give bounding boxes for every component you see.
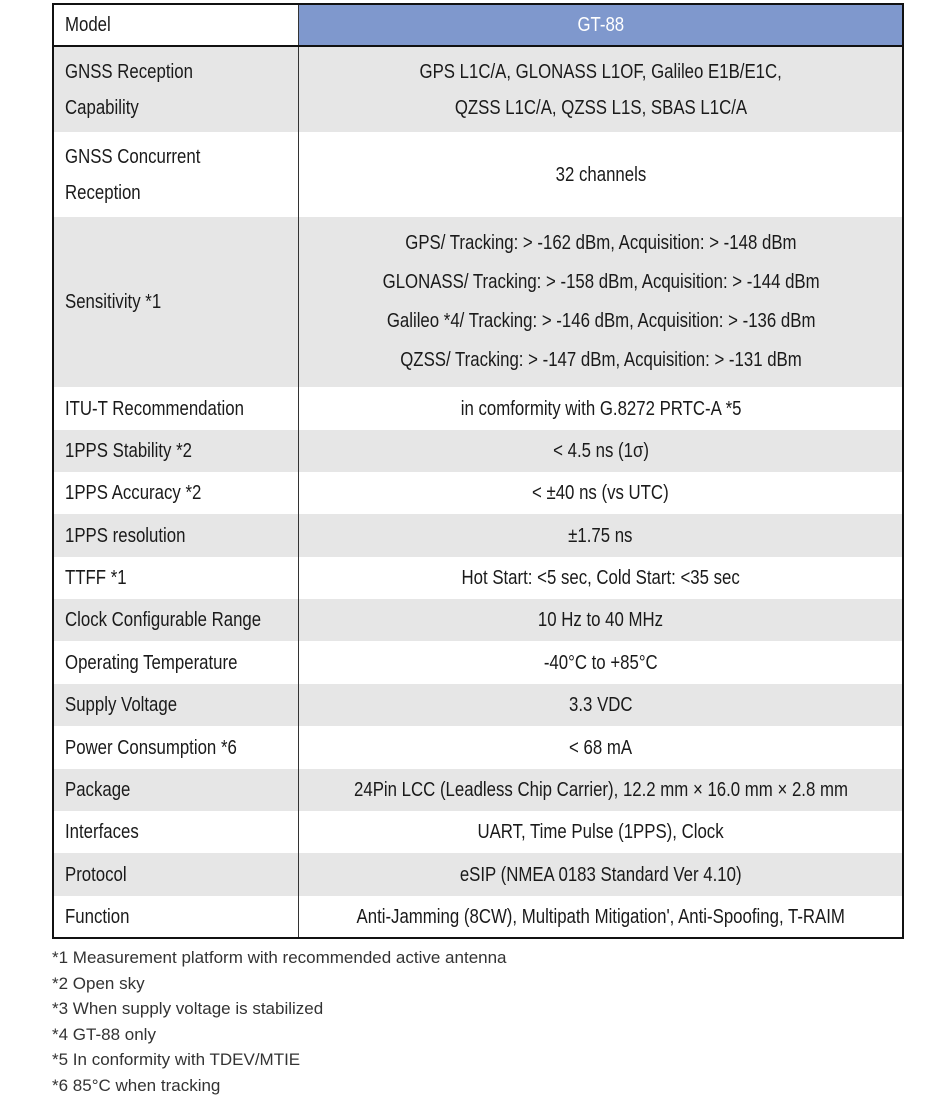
row-label: Package bbox=[53, 769, 300, 811]
footnotes: *1 Measurement platform with recommended… bbox=[52, 945, 507, 1099]
footnote: *2 Open sky bbox=[52, 973, 145, 993]
row-label: Function bbox=[53, 896, 300, 938]
header-label: Model bbox=[53, 4, 300, 47]
row-value: < ±40 ns (vs UTC) bbox=[532, 482, 670, 504]
table-row: Protocol eSIP (NMEA 0183 Standard Ver 4.1… bbox=[53, 853, 903, 896]
footnote: *6 85°C when tracking bbox=[52, 1075, 221, 1095]
row-label: Supply Voltage bbox=[53, 684, 300, 726]
row-label: 1PPS Accuracy *2 bbox=[53, 472, 300, 514]
table-row: Power Consumption *6 < 68 mA bbox=[53, 726, 903, 769]
table-row: 1PPS Accuracy *2 < ±40 ns (vs UTC) bbox=[53, 472, 903, 514]
row-label: Protocol bbox=[53, 853, 300, 896]
row-value: GPS L1C/A, GLONASS L1OF, Galileo E1B/E1C… bbox=[298, 46, 903, 132]
row-label: Clock Configurable Range bbox=[53, 599, 300, 641]
row-value: ±1.75 ns bbox=[298, 514, 903, 557]
row-value: -40°C to +85°C bbox=[543, 651, 658, 674]
row-label: Power Consumption *6 bbox=[53, 726, 300, 769]
table-row: 1PPS Stability *2 < 4.5 ns (1σ) bbox=[53, 430, 903, 472]
row-value: 32 channels bbox=[555, 163, 647, 186]
table-row: Operating Temperature -40°C to +85°C bbox=[53, 641, 903, 684]
row-value: GPS/ Tracking: > -162 dBm, Acquisition: … bbox=[298, 217, 903, 387]
footnote: *1 Measurement platform with recommended… bbox=[52, 948, 507, 967]
row-label: GNSS Concurrent Reception bbox=[53, 132, 300, 217]
row-label: 1PPS Stability *2 bbox=[53, 430, 300, 472]
header-row: Model GT-88 bbox=[53, 4, 903, 47]
footnote: *5 In conformity with TDEV/MTIE bbox=[52, 1050, 301, 1070]
row-value: 24Pin LCC (Leadless Chip Carrier), 12.2 … bbox=[298, 769, 903, 811]
table-row: GNSS Reception Capability GPS L1C/A, GLONA… bbox=[53, 46, 903, 132]
table-row: 1PPS resolution ±1.75 ns bbox=[53, 514, 903, 557]
table-row: ITU-T Recommendation in comformity with G… bbox=[53, 387, 903, 430]
table-row: Function Anti-Jamming (8CW), Multipath Mi… bbox=[53, 896, 903, 938]
table-row: Interfaces UART, Time Pulse (1PPS), Clock bbox=[53, 811, 903, 853]
row-label: GNSS Reception Capability bbox=[53, 46, 300, 132]
row-label: Sensitivity *1 bbox=[53, 217, 300, 387]
row-value: 10 Hz to 40 MHz bbox=[298, 599, 903, 641]
row-label: 1PPS resolution bbox=[53, 514, 300, 557]
row-label: Operating Temperature bbox=[53, 641, 300, 684]
spec-table: Model GT-88 GNSS Reception Capability GPS … bbox=[52, 3, 904, 939]
row-value: < 4.5 ns (1σ) bbox=[298, 430, 903, 472]
row-value: Hot Start: <5 sec, Cold Start: <35 sec bbox=[461, 567, 740, 589]
row-value: eSIP (NMEA 0183 Standard Ver 4.10) bbox=[298, 853, 903, 896]
footnote: *4 GT-88 only bbox=[52, 1024, 156, 1044]
table-row: Supply Voltage 3.3 VDC bbox=[53, 684, 903, 726]
table-row: Package 24Pin LCC (Leadless Chip Carrier)… bbox=[53, 769, 903, 811]
footnote: *3 When supply voltage is stabilized bbox=[52, 999, 324, 1019]
row-value: < 68 mA bbox=[569, 736, 633, 759]
row-value: in comformity with G.8272 PRTC-A *5 bbox=[460, 397, 742, 420]
table-row: Sensitivity *1 GPS/ Tracking: > -162 dBm,… bbox=[53, 217, 903, 387]
table-row: GNSS Concurrent Reception 32 channels bbox=[53, 132, 903, 217]
row-label: TTFF *1 bbox=[53, 557, 300, 599]
table-row: Clock Configurable Range 10 Hz to 40 MHz bbox=[53, 599, 903, 641]
row-value: UART, Time Pulse (1PPS), Clock bbox=[477, 821, 724, 843]
row-value: 3.3 VDC bbox=[298, 684, 903, 726]
row-label: Interfaces bbox=[53, 811, 300, 853]
table-row: TTFF *1 Hot Start: <5 sec, Cold Start: <3… bbox=[53, 557, 903, 599]
row-value: Anti-Jamming (8CW), Multipath Mitigation… bbox=[356, 905, 845, 928]
header-model: GT-88 bbox=[298, 4, 903, 47]
row-label: ITU-T Recommendation bbox=[53, 387, 300, 430]
